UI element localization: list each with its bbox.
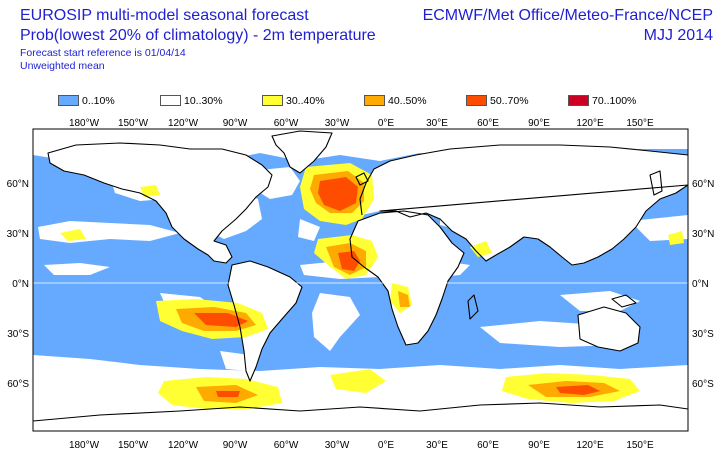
legend-swatch (262, 95, 283, 106)
legend-label: 0..10% (82, 95, 115, 107)
australia (578, 307, 640, 351)
probability-field-50-70 (194, 177, 600, 397)
lon-label: 150°W (118, 440, 149, 451)
lon-label: 30°W (325, 440, 350, 451)
lon-label: 30°E (426, 440, 448, 451)
lat-label: 30°N (692, 229, 714, 240)
lon-label: 180°W (69, 440, 100, 451)
map-subtitle: Prob(lowest 20% of climatology) - 2m tem… (20, 27, 376, 44)
coastline-outlines (33, 130, 688, 422)
lon-label: 90°E (528, 118, 550, 129)
map-plot-area (33, 129, 688, 431)
lon-label: 150°W (118, 118, 149, 129)
map-title: EUROSIP multi-model seasonal forecast (20, 7, 309, 24)
lat-label: 60°S (692, 379, 714, 390)
lat-label: 0°N (12, 279, 29, 290)
longitude-labels-top: 180°W 150°W 120°W 90°W 60°W 30°W 0°E 30°… (69, 118, 654, 129)
latitude-labels-right: 60°N 30°N 0°N 30°S 60°S (692, 179, 714, 390)
lat-label: 60°S (7, 379, 29, 390)
continent-land (33, 131, 688, 431)
lat-label: 30°S (7, 329, 29, 340)
legend-swatch (364, 95, 385, 106)
legend-swatch (466, 95, 487, 106)
latitude-labels-left: 60°N 30°N 0°N 30°S 60°S (7, 179, 30, 390)
lon-label: 120°W (168, 440, 199, 451)
lat-label: 30°N (7, 229, 29, 240)
lon-label: 60°E (477, 118, 499, 129)
legend-swatch (568, 95, 589, 106)
greenland (272, 131, 332, 173)
lat-label: 30°S (692, 329, 714, 340)
north-america (48, 143, 272, 263)
lon-label: 90°W (223, 118, 248, 129)
lon-label: 90°E (528, 440, 550, 451)
lon-label: 0°E (378, 440, 395, 451)
lat-label: 60°N (7, 179, 29, 190)
forecast-start-reference: Forecast start reference is 01/04/14 (20, 47, 186, 59)
lon-label: 0°E (378, 118, 395, 129)
lon-label: 60°E (477, 440, 499, 451)
longitude-labels-bottom: 180°W 150°W 120°W 90°W 60°W 30°W 0°E 30°… (69, 440, 654, 451)
legend-swatch (160, 95, 181, 106)
lon-label: 180°W (69, 118, 100, 129)
lon-label: 90°W (223, 440, 248, 451)
lon-label: 120°W (168, 118, 199, 129)
lon-label: 120°E (576, 118, 604, 129)
lat-label: 60°N (692, 179, 714, 190)
legend-swatch (58, 95, 79, 106)
map-frame (32, 128, 689, 432)
world-probability-map: 180°W 150°W 120°W 90°W 60°W 30°W 0°E 30°… (7, 118, 715, 451)
legend-label: 50..70% (490, 95, 529, 107)
legend-label: 10..30% (184, 95, 223, 107)
legend-label: 30..40% (286, 95, 325, 107)
europe-asia (360, 145, 688, 265)
forecast-centres: ECMWF/Met Office/Meteo-France/NCEP (422, 7, 713, 24)
lon-label: 60°W (274, 118, 299, 129)
africa (350, 211, 464, 345)
legend-label: 70..100% (592, 95, 637, 107)
lat-label: 0°N (692, 279, 709, 290)
lon-label: 150°E (626, 440, 654, 451)
lon-label: 30°W (325, 118, 350, 129)
lon-label: 120°E (576, 440, 604, 451)
lon-label: 60°W (274, 440, 299, 451)
legend-label: 40..50% (388, 95, 427, 107)
mean-type: Unweighted mean (20, 60, 105, 72)
lon-label: 30°E (426, 118, 448, 129)
forecast-period: MJJ 2014 (643, 27, 713, 44)
lon-label: 150°E (626, 118, 654, 129)
